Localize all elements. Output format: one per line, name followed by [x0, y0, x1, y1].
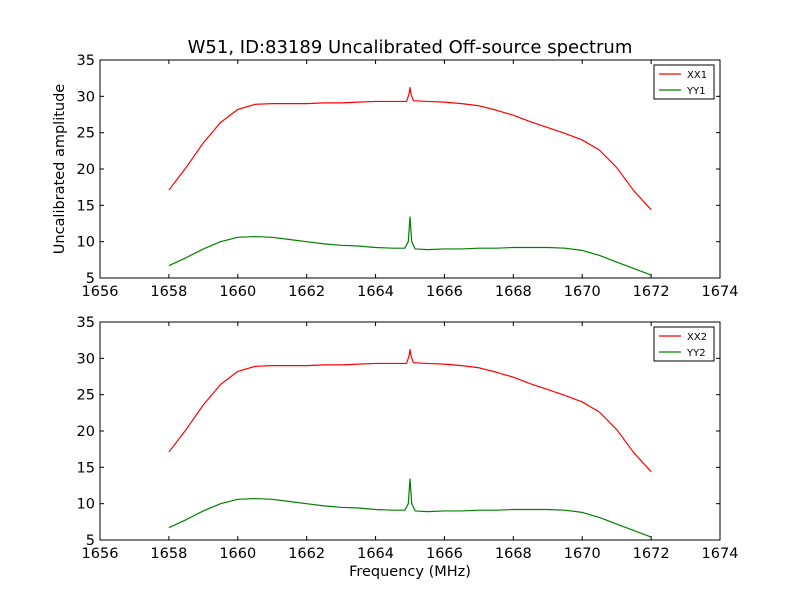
x-tick-label: 1666	[426, 284, 463, 300]
x-tick-label: 1670	[564, 284, 601, 300]
y-tick-label: 10	[77, 235, 95, 251]
x-tick-label: 1674	[702, 284, 739, 300]
x-tick-label: 1660	[219, 546, 256, 562]
legend-label-xx1: XX1	[687, 70, 707, 81]
series-line-xx1	[168, 87, 652, 211]
panels: 1656 1658 1660 1662 1664 1666 1668 1670 1672 1674…	[52, 53, 738, 580]
x-tick-label: 1666	[426, 546, 463, 562]
x-tick-label: 1668	[495, 284, 532, 300]
x-tick-label: 1662	[288, 284, 325, 300]
series-line-yy1	[168, 216, 652, 276]
y-tick-label: 30	[77, 351, 95, 367]
y-tick-label: 20	[77, 162, 95, 178]
y-axis-label: Uncalibrated amplitude	[52, 84, 68, 255]
y-tick-label: 30	[77, 89, 95, 105]
x-tick-label: 1672	[633, 546, 670, 562]
x-tick-label: 1658	[150, 546, 187, 562]
x-tick-label: 1656	[82, 284, 119, 300]
y-tick-label: 15	[77, 460, 95, 476]
y-tick-label: 15	[77, 198, 95, 214]
x-axis-label: Frequency (MHz)	[349, 564, 471, 580]
y-tick-label: 5	[86, 271, 95, 287]
y-tick-label: 25	[77, 388, 95, 404]
x-tick-label: 1656	[82, 546, 119, 562]
series-line-xx2	[168, 349, 652, 473]
y-tick-label: 5	[86, 533, 95, 549]
x-tick-label: 1670	[564, 546, 601, 562]
y-tick-label: 35	[77, 315, 95, 331]
legend-box	[653, 326, 715, 362]
panel-2: 1656 1658 1660 1662 1664 1666 1668 1670 1672 1674…	[77, 315, 739, 580]
y-tick-label: 25	[77, 126, 95, 142]
x-tick-label: 1674	[702, 546, 739, 562]
chart-title: W51, ID:83189 Uncalibrated Off-source sp…	[188, 37, 633, 58]
y-tick-label: 10	[77, 497, 95, 513]
legend-label-xx2: XX2	[687, 332, 707, 343]
x-tick-label: 1668	[495, 546, 532, 562]
legend-label-yy2: YY2	[686, 348, 706, 359]
legend-box	[653, 64, 715, 100]
legend-label-yy1: YY1	[686, 86, 706, 97]
x-tick-label: 1664	[357, 546, 394, 562]
panel-1: 1656 1658 1660 1662 1664 1666 1668 1670 1672 1674…	[52, 53, 738, 300]
series-line-yy2	[168, 478, 652, 538]
x-tick-label: 1664	[357, 284, 394, 300]
x-tick-label: 1658	[150, 284, 187, 300]
y-tick-label: 20	[77, 424, 95, 440]
y-tick-label: 35	[77, 53, 95, 69]
x-tick-label: 1662	[288, 546, 325, 562]
x-tick-label: 1672	[633, 284, 670, 300]
x-tick-label: 1660	[219, 284, 256, 300]
